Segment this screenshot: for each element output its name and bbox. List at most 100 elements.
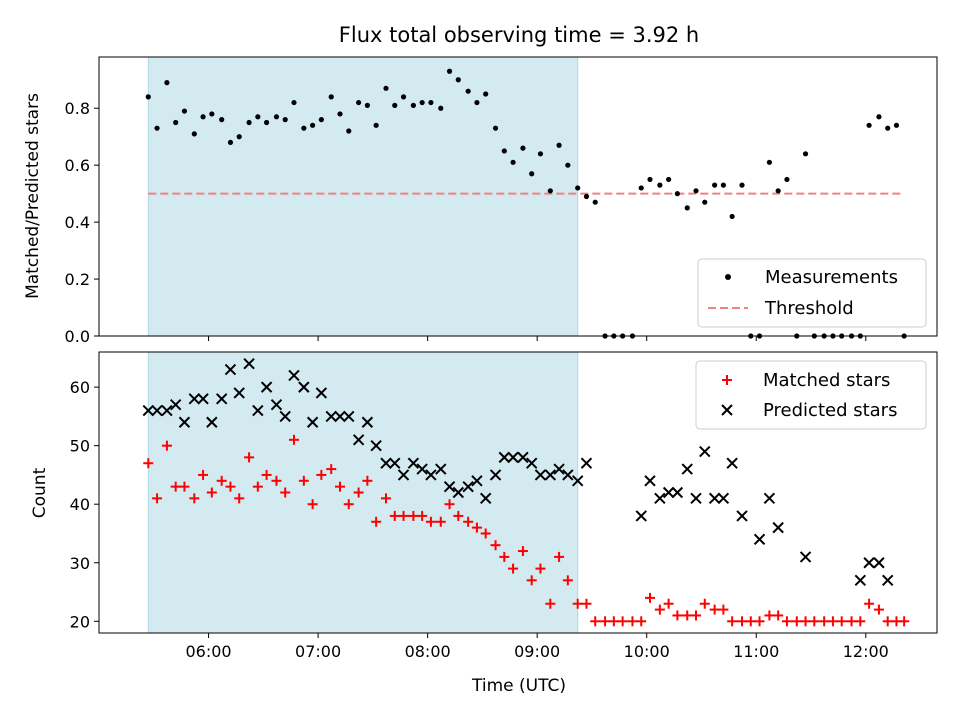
top-ytick-label: 0.6 — [65, 156, 90, 175]
matched-star-point — [499, 551, 510, 562]
top-ytick-label: 0.0 — [65, 327, 90, 346]
matched-star-point — [206, 487, 217, 498]
matched-star-point — [480, 528, 491, 539]
matched-star-point — [827, 616, 838, 627]
measurement-point — [510, 159, 516, 165]
matched-star-point — [389, 510, 400, 521]
predicted-star-point — [708, 492, 721, 505]
predicted-star-point — [580, 457, 593, 469]
xtick-label: 11:00 — [733, 642, 779, 661]
measurement-point — [674, 191, 680, 197]
matched-star-point — [773, 610, 784, 621]
bottom-legend-box — [695, 360, 927, 430]
matched-star-point — [288, 434, 299, 445]
measurement-point — [666, 176, 672, 183]
matched-star-point — [554, 551, 565, 562]
xtick-label: 09:00 — [514, 642, 560, 661]
predicted-star-point — [443, 480, 456, 493]
predicted-star-point — [534, 469, 547, 481]
measurement-point — [227, 139, 234, 146]
matched-star-point — [179, 481, 190, 492]
predicted-star-point — [435, 463, 447, 475]
measurement-point — [802, 151, 809, 157]
legend-label-threshold: Threshold — [764, 298, 854, 319]
predicted-star-point — [389, 457, 401, 469]
x-axis-label: Time (UTC) — [471, 676, 566, 696]
chart-title: Flux total observing time = 3.92 h — [339, 23, 699, 47]
matched-star-point — [490, 540, 501, 551]
matched-star-point — [316, 469, 327, 480]
measurement-point — [565, 162, 571, 168]
measurement-point — [191, 131, 197, 137]
matched-star-point — [526, 575, 537, 586]
predicted-star-point — [142, 404, 155, 417]
legend-marker-measurements — [725, 274, 731, 280]
measurement-point — [373, 122, 379, 128]
matched-star-point — [463, 516, 474, 527]
top-panel: 0.00.20.40.60.8 Matched/Predicted stars … — [23, 56, 938, 346]
predicted-star-point — [644, 475, 656, 487]
matched-star-point — [562, 575, 573, 586]
predicted-star-point — [252, 404, 264, 417]
predicted-star-point — [635, 510, 647, 522]
legend-marker-matched — [722, 375, 732, 385]
matched-star-point — [244, 452, 255, 463]
predicted-star-point — [471, 475, 483, 487]
top-shaded-span — [147, 56, 579, 337]
matched-star-points — [143, 434, 910, 627]
measurement-point — [529, 171, 535, 177]
measurement-point — [537, 151, 544, 157]
matched-star-point — [764, 610, 775, 621]
matched-star-point — [600, 616, 611, 627]
matched-star-point — [882, 616, 893, 627]
predicted-star-point — [380, 457, 392, 469]
matched-star-point — [216, 475, 227, 486]
predicted-star-point — [361, 416, 374, 428]
measurement-point — [200, 114, 206, 120]
predicted-star-point — [498, 451, 511, 464]
matched-star-point — [234, 493, 245, 504]
measurement-point — [684, 205, 690, 211]
measurement-point — [876, 114, 882, 120]
measurement-point — [209, 111, 215, 117]
predicted-star-point — [397, 469, 410, 481]
legend-label-predicted: Predicted stars — [763, 400, 897, 421]
measurement-point — [264, 119, 270, 126]
matched-star-point — [864, 598, 875, 609]
bottom-ytick-label: 20 — [70, 612, 90, 631]
measurement-point — [346, 128, 352, 134]
top-y-axis-label: Matched/Predicted stars — [23, 93, 43, 299]
predicted-star-point — [717, 492, 730, 505]
predicted-star-point — [197, 393, 209, 405]
measurement-point — [885, 125, 891, 131]
top-legend-box — [697, 258, 927, 328]
xtick-label: 12:00 — [843, 642, 889, 661]
matched-star-point — [198, 469, 209, 480]
measurement-point — [318, 117, 324, 123]
measurement-point — [712, 182, 718, 188]
predicted-star-point — [873, 557, 885, 569]
predicted-star-point — [489, 469, 502, 481]
matched-star-point — [381, 493, 392, 504]
matched-star-point — [654, 604, 665, 615]
predicted-star-point — [462, 480, 474, 493]
legend-label-measurements: Measurements — [765, 267, 898, 288]
measurement-point — [702, 199, 708, 205]
matched-star-point — [754, 616, 765, 627]
predicted-star-point — [260, 381, 273, 393]
predicted-star-point — [452, 486, 465, 499]
matched-star-point — [471, 522, 482, 533]
measurement-point — [236, 134, 242, 140]
matched-star-point — [398, 510, 409, 521]
matched-star-point — [371, 516, 382, 527]
matched-star-point — [326, 464, 337, 475]
matched-star-point — [846, 616, 857, 627]
measurement-point — [592, 199, 598, 205]
predicted-star-point — [544, 469, 557, 481]
predicted-star-point — [325, 410, 337, 423]
xtick-label: 10:00 — [624, 642, 670, 661]
matched-star-point — [271, 475, 282, 486]
matched-star-point — [800, 616, 811, 627]
matched-star-point — [791, 616, 802, 627]
predicted-star-point — [288, 369, 300, 382]
